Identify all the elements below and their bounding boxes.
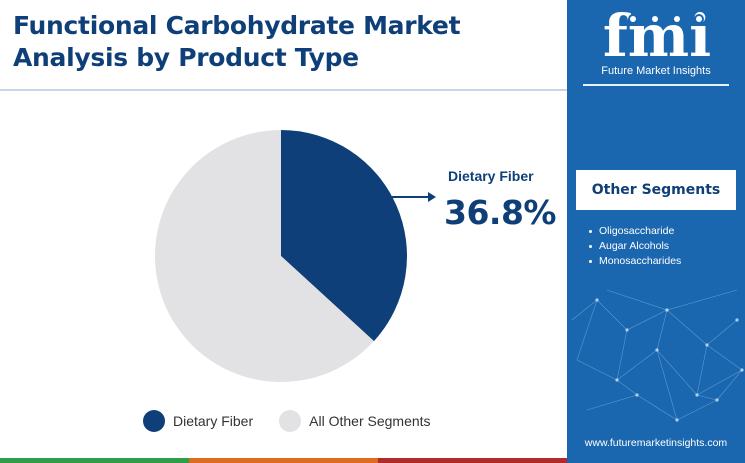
legend-label: All Other Segments	[309, 413, 431, 429]
bar-segment-red	[378, 458, 567, 463]
bullet-dot-icon	[589, 245, 592, 248]
bullet-dot-icon	[589, 260, 592, 263]
fmi-logo: fmi	[603, 4, 711, 64]
chart-legend: Dietary Fiber All Other Segments	[143, 408, 457, 434]
pie-chart	[155, 130, 407, 382]
callout-arrow-icon	[392, 192, 436, 202]
bar-segment-green	[0, 458, 189, 463]
pie-slice-dietary-fiber	[281, 130, 407, 342]
fmi-logo-text: fmi	[603, 4, 711, 64]
list-item: Monosaccharides	[589, 254, 681, 269]
segment-label: Monosaccharides	[599, 255, 682, 267]
legend-item-dietary-fiber: Dietary Fiber	[143, 410, 253, 432]
callout-label: Dietary Fiber	[448, 168, 534, 184]
other-segments-title: Other Segments	[591, 182, 721, 198]
list-item: Oligosaccharide	[589, 224, 681, 239]
legend-swatch	[143, 410, 165, 432]
sidebar: fmi Future Market Insights Other Segment…	[567, 0, 745, 463]
chart-title: Functional Carbohydrate Market Analysis …	[13, 10, 461, 74]
title-line-1: Functional Carbohydrate Market	[13, 11, 461, 40]
brand-divider	[583, 84, 729, 86]
pie-slice-all-other-segments	[155, 130, 374, 382]
list-item: Augar Alcohols	[589, 239, 681, 254]
segment-label: Augar Alcohols	[599, 240, 670, 252]
callout-value: 36.8%	[444, 193, 557, 232]
bullet-dot-icon	[589, 230, 592, 233]
network-pattern-decoration	[571, 289, 744, 422]
other-segments-list: Oligosaccharide Augar Alcohols Monosacch…	[589, 224, 681, 269]
segment-label: Oligosaccharide	[599, 225, 675, 237]
website-link[interactable]: www.futuremarketinsights.com	[584, 437, 728, 449]
other-segments-header: Other Segments	[576, 170, 736, 210]
legend-label: Dietary Fiber	[173, 413, 254, 429]
title-line-2: Analysis by Product Type	[13, 43, 359, 72]
title-divider	[0, 89, 567, 91]
chart-panel: Functional Carbohydrate Market Analysis …	[0, 10, 567, 463]
brand-name: Future Market Insights	[601, 65, 711, 77]
legend-item-all-other-segments: All Other Segments	[279, 410, 431, 432]
bottom-color-bar	[0, 458, 567, 463]
bar-segment-orange	[189, 458, 378, 463]
legend-swatch	[279, 410, 302, 432]
